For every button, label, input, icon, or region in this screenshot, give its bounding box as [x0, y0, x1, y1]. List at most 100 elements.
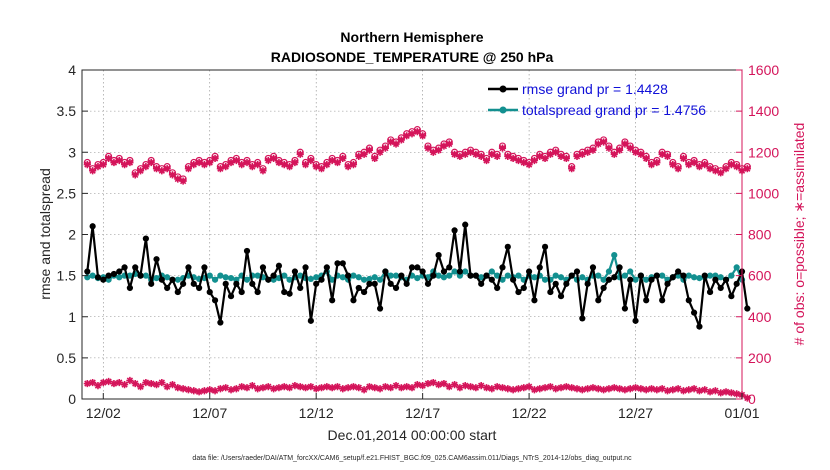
- obs-low-point: [727, 389, 735, 397]
- obs-low-point: [280, 383, 288, 391]
- rmse-point: [563, 280, 570, 287]
- rmse-point: [153, 256, 160, 263]
- rmse-point: [190, 280, 197, 287]
- obs-assimilated-point: [733, 163, 741, 171]
- totalspread-point: [462, 268, 469, 275]
- totalspread-point: [313, 274, 320, 281]
- rmse-point: [643, 297, 650, 304]
- rmse-point: [675, 268, 682, 275]
- obs-low-point: [621, 386, 629, 394]
- obs-assimilated-point: [477, 152, 485, 160]
- obs-assimilated-point: [307, 156, 315, 165]
- obs-assimilated-point: [562, 154, 570, 163]
- obs-assimilated-point: [589, 146, 597, 154]
- obs-low-point: [227, 386, 235, 394]
- obs-low-point: [520, 384, 528, 392]
- totalspread-point: [222, 274, 229, 281]
- totalspread-point: [254, 272, 261, 279]
- obs-low-point: [424, 379, 432, 388]
- obs-low-point: [120, 381, 129, 389]
- obs-low-point: [701, 386, 709, 394]
- rmse-point: [541, 243, 549, 250]
- obs-assimilated-point: [168, 171, 177, 179]
- obs-low-point: [296, 383, 304, 391]
- rmse-point: [345, 272, 352, 279]
- totalspread-point: [286, 276, 293, 283]
- obs-low-point: [392, 382, 400, 390]
- obs-assimilated-point: [461, 150, 469, 158]
- rmse-point: [169, 276, 176, 283]
- obs-assimilated-point: [493, 152, 501, 160]
- obs-low-point: [259, 384, 267, 392]
- obs-assimilated-point: [435, 146, 443, 154]
- totalspread-point: [84, 274, 91, 281]
- obs-assimilated-point: [615, 146, 624, 154]
- obs-assimilated-point: [296, 150, 304, 158]
- obs-low-point: [722, 388, 730, 396]
- obs-low-point: [136, 383, 145, 391]
- obs-low-point: [195, 388, 203, 396]
- rmse-point: [392, 284, 400, 292]
- obs-low-point: [419, 382, 427, 390]
- obs-low-point: [168, 381, 177, 389]
- obs-assimilated-point: [365, 146, 374, 154]
- obs-low-point: [578, 386, 586, 394]
- obs-assimilated-point: [184, 165, 193, 173]
- totalspread-point: [414, 274, 421, 282]
- rmse-point: [632, 317, 639, 324]
- obs-low-point: [477, 382, 485, 390]
- obs-assimilated-point: [291, 158, 299, 167]
- rmse-point: [419, 268, 426, 275]
- obs-assimilated-point: [131, 171, 139, 179]
- obs-low-point: [152, 381, 161, 389]
- rmse-point: [451, 227, 458, 234]
- rmse-point: [600, 284, 607, 292]
- obs-low-point: [717, 389, 725, 397]
- obs-assimilated-point: [610, 150, 618, 158]
- obs-low-point: [690, 385, 698, 393]
- rmse-point: [323, 264, 330, 271]
- obs-assimilated-point: [743, 165, 751, 173]
- obs-assimilated-point: [270, 154, 278, 163]
- obs-low-point: [600, 386, 608, 394]
- totalspread-point: [717, 274, 724, 281]
- obs-assimilated-point: [152, 165, 161, 173]
- obs-low-point: [562, 383, 570, 391]
- obs-assimilated-point: [158, 167, 166, 175]
- left-axis: 0 0.5 1 1.5 2 2.5 3 3.5 4: [57, 62, 88, 407]
- rmse-point: [238, 288, 245, 296]
- obs-low-point: [243, 384, 251, 392]
- y-tick-label-left: 2: [68, 227, 76, 243]
- obs-low-point: [397, 384, 405, 392]
- legend-spread-marker: [499, 106, 507, 114]
- totalspread-point: [217, 272, 224, 279]
- y-tick-label-right: 600: [748, 268, 772, 284]
- obs-low-point: [355, 384, 363, 392]
- obs-low-point: [115, 378, 123, 387]
- y-tick-label-right: 1200: [748, 144, 779, 160]
- rmse-point: [510, 276, 517, 283]
- obs-low-point: [610, 384, 618, 392]
- totalspread-point: [627, 268, 634, 275]
- obs-low-point: [312, 385, 320, 393]
- obs-low-point: [584, 385, 592, 393]
- legend-spread-label: totalspread grand pr = 1.4756: [522, 102, 706, 118]
- totalspread-point: [116, 274, 123, 281]
- y-tick-label-left: 1: [68, 309, 76, 325]
- obs-assimilated-point: [626, 144, 634, 152]
- rmse-point: [132, 264, 139, 271]
- rmse-point: [733, 280, 740, 287]
- totalspread-point: [685, 272, 692, 279]
- y-tick-label-right: 1400: [748, 103, 779, 119]
- rmse-point: [494, 284, 501, 292]
- obs-low-point: [317, 384, 326, 392]
- obs-assimilated-point: [397, 136, 405, 144]
- obs-low-point: [445, 383, 453, 391]
- totalspread-point: [329, 276, 336, 283]
- rmse-point: [584, 280, 591, 287]
- obs-low-point: [637, 385, 645, 393]
- rmse-point: [110, 270, 118, 278]
- obs-low-point: [163, 383, 171, 391]
- obs-low-point: [557, 384, 565, 392]
